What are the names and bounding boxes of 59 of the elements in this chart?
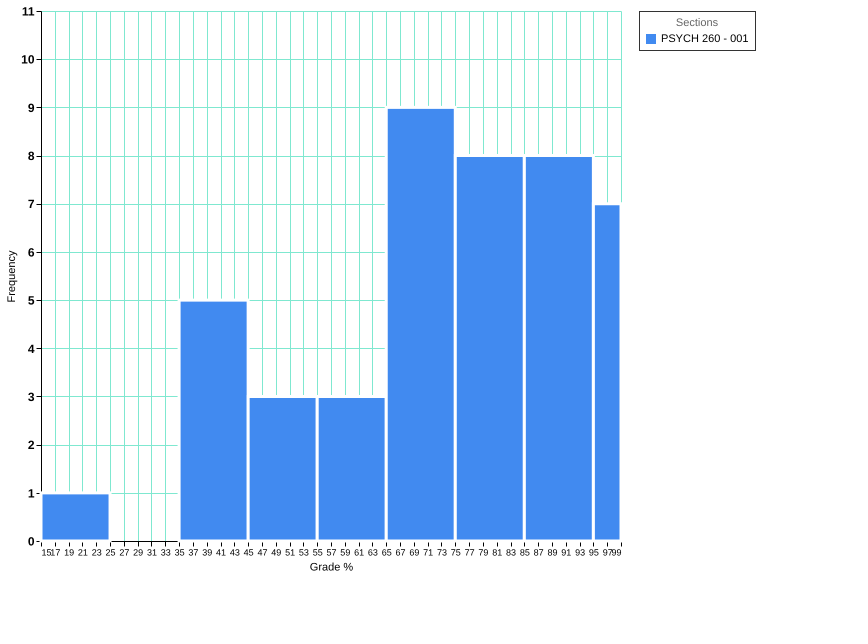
x-tick-label: 91 [561, 548, 572, 558]
x-axis-title: Grade % [310, 562, 354, 574]
x-tick-label: 47 [257, 548, 268, 558]
legend-title: Sections [676, 17, 719, 29]
y-tick-label: 10 [21, 52, 35, 67]
y-tick-label: 3 [28, 390, 35, 404]
x-tick-label: 73 [436, 548, 447, 558]
y-tick-label: 11 [22, 4, 35, 18]
y-tick-label: 0 [28, 534, 35, 548]
x-tick-label: 27 [119, 548, 130, 558]
x-tick-label: 83 [506, 548, 516, 558]
legend-label: PSYCH 260 - 001 [661, 33, 748, 45]
x-tick-label: 33 [160, 548, 171, 558]
x-tick-label: 41 [216, 548, 226, 558]
x-tick-label: 95 [588, 548, 599, 558]
x-tick-label: 35 [174, 548, 185, 558]
y-tick-label: 5 [28, 294, 35, 308]
x-tick-label: 31 [146, 548, 157, 558]
x-tick-label: 21 [78, 548, 88, 558]
x-tick-label: 43 [230, 548, 240, 558]
x-tick-label: 69 [409, 548, 420, 558]
y-axis-title: Frequency [6, 250, 18, 302]
x-tick-label: 87 [534, 548, 544, 558]
y-tick-label: 9 [28, 100, 35, 115]
x-tick-label: 97 [602, 548, 613, 558]
x-tick-label: 65 [382, 548, 392, 558]
x-tick-label: 55 [312, 548, 323, 558]
x-tick-label: 81 [492, 548, 502, 558]
x-tick-label: 25 [106, 548, 116, 558]
x-tick-label: 63 [368, 548, 378, 558]
x-tick-label: 53 [298, 548, 309, 558]
x-tick-label: 89 [547, 548, 558, 558]
x-tick-label: 45 [244, 548, 254, 558]
x-tick-label: 85 [520, 548, 530, 558]
x-tick-label: 71 [423, 548, 434, 558]
y-tick-label: 6 [28, 245, 35, 260]
y-tick-label: 8 [28, 149, 35, 164]
x-tick-label: 93 [575, 548, 586, 558]
y-tick-label: 4 [28, 342, 35, 356]
x-tick-label: 75 [450, 548, 461, 558]
x-tick-label: 15 [42, 548, 52, 558]
y-tick-label: 1 [28, 486, 35, 500]
x-tick-label: 57 [326, 548, 337, 558]
x-tick-label: 39 [202, 548, 212, 558]
x-tick-label: 67 [396, 548, 406, 558]
x-tick-label: 17 [50, 548, 60, 558]
x-tick-label: 37 [188, 548, 198, 558]
x-tick-label: 61 [354, 548, 364, 558]
x-tick-label: 51 [285, 548, 296, 558]
x-tick-label: 49 [271, 548, 282, 558]
y-tick-label: 2 [28, 438, 35, 452]
x-tick-label: 23 [92, 548, 102, 558]
x-tick-label: 29 [133, 548, 144, 558]
x-tick-label: 19 [64, 548, 74, 558]
y-tick-label: 7 [28, 197, 35, 212]
x-tick-label: 79 [478, 548, 488, 558]
x-tick-label: 99 [611, 548, 622, 558]
x-tick-label: 77 [464, 548, 475, 558]
x-tick-label: 59 [340, 548, 350, 558]
